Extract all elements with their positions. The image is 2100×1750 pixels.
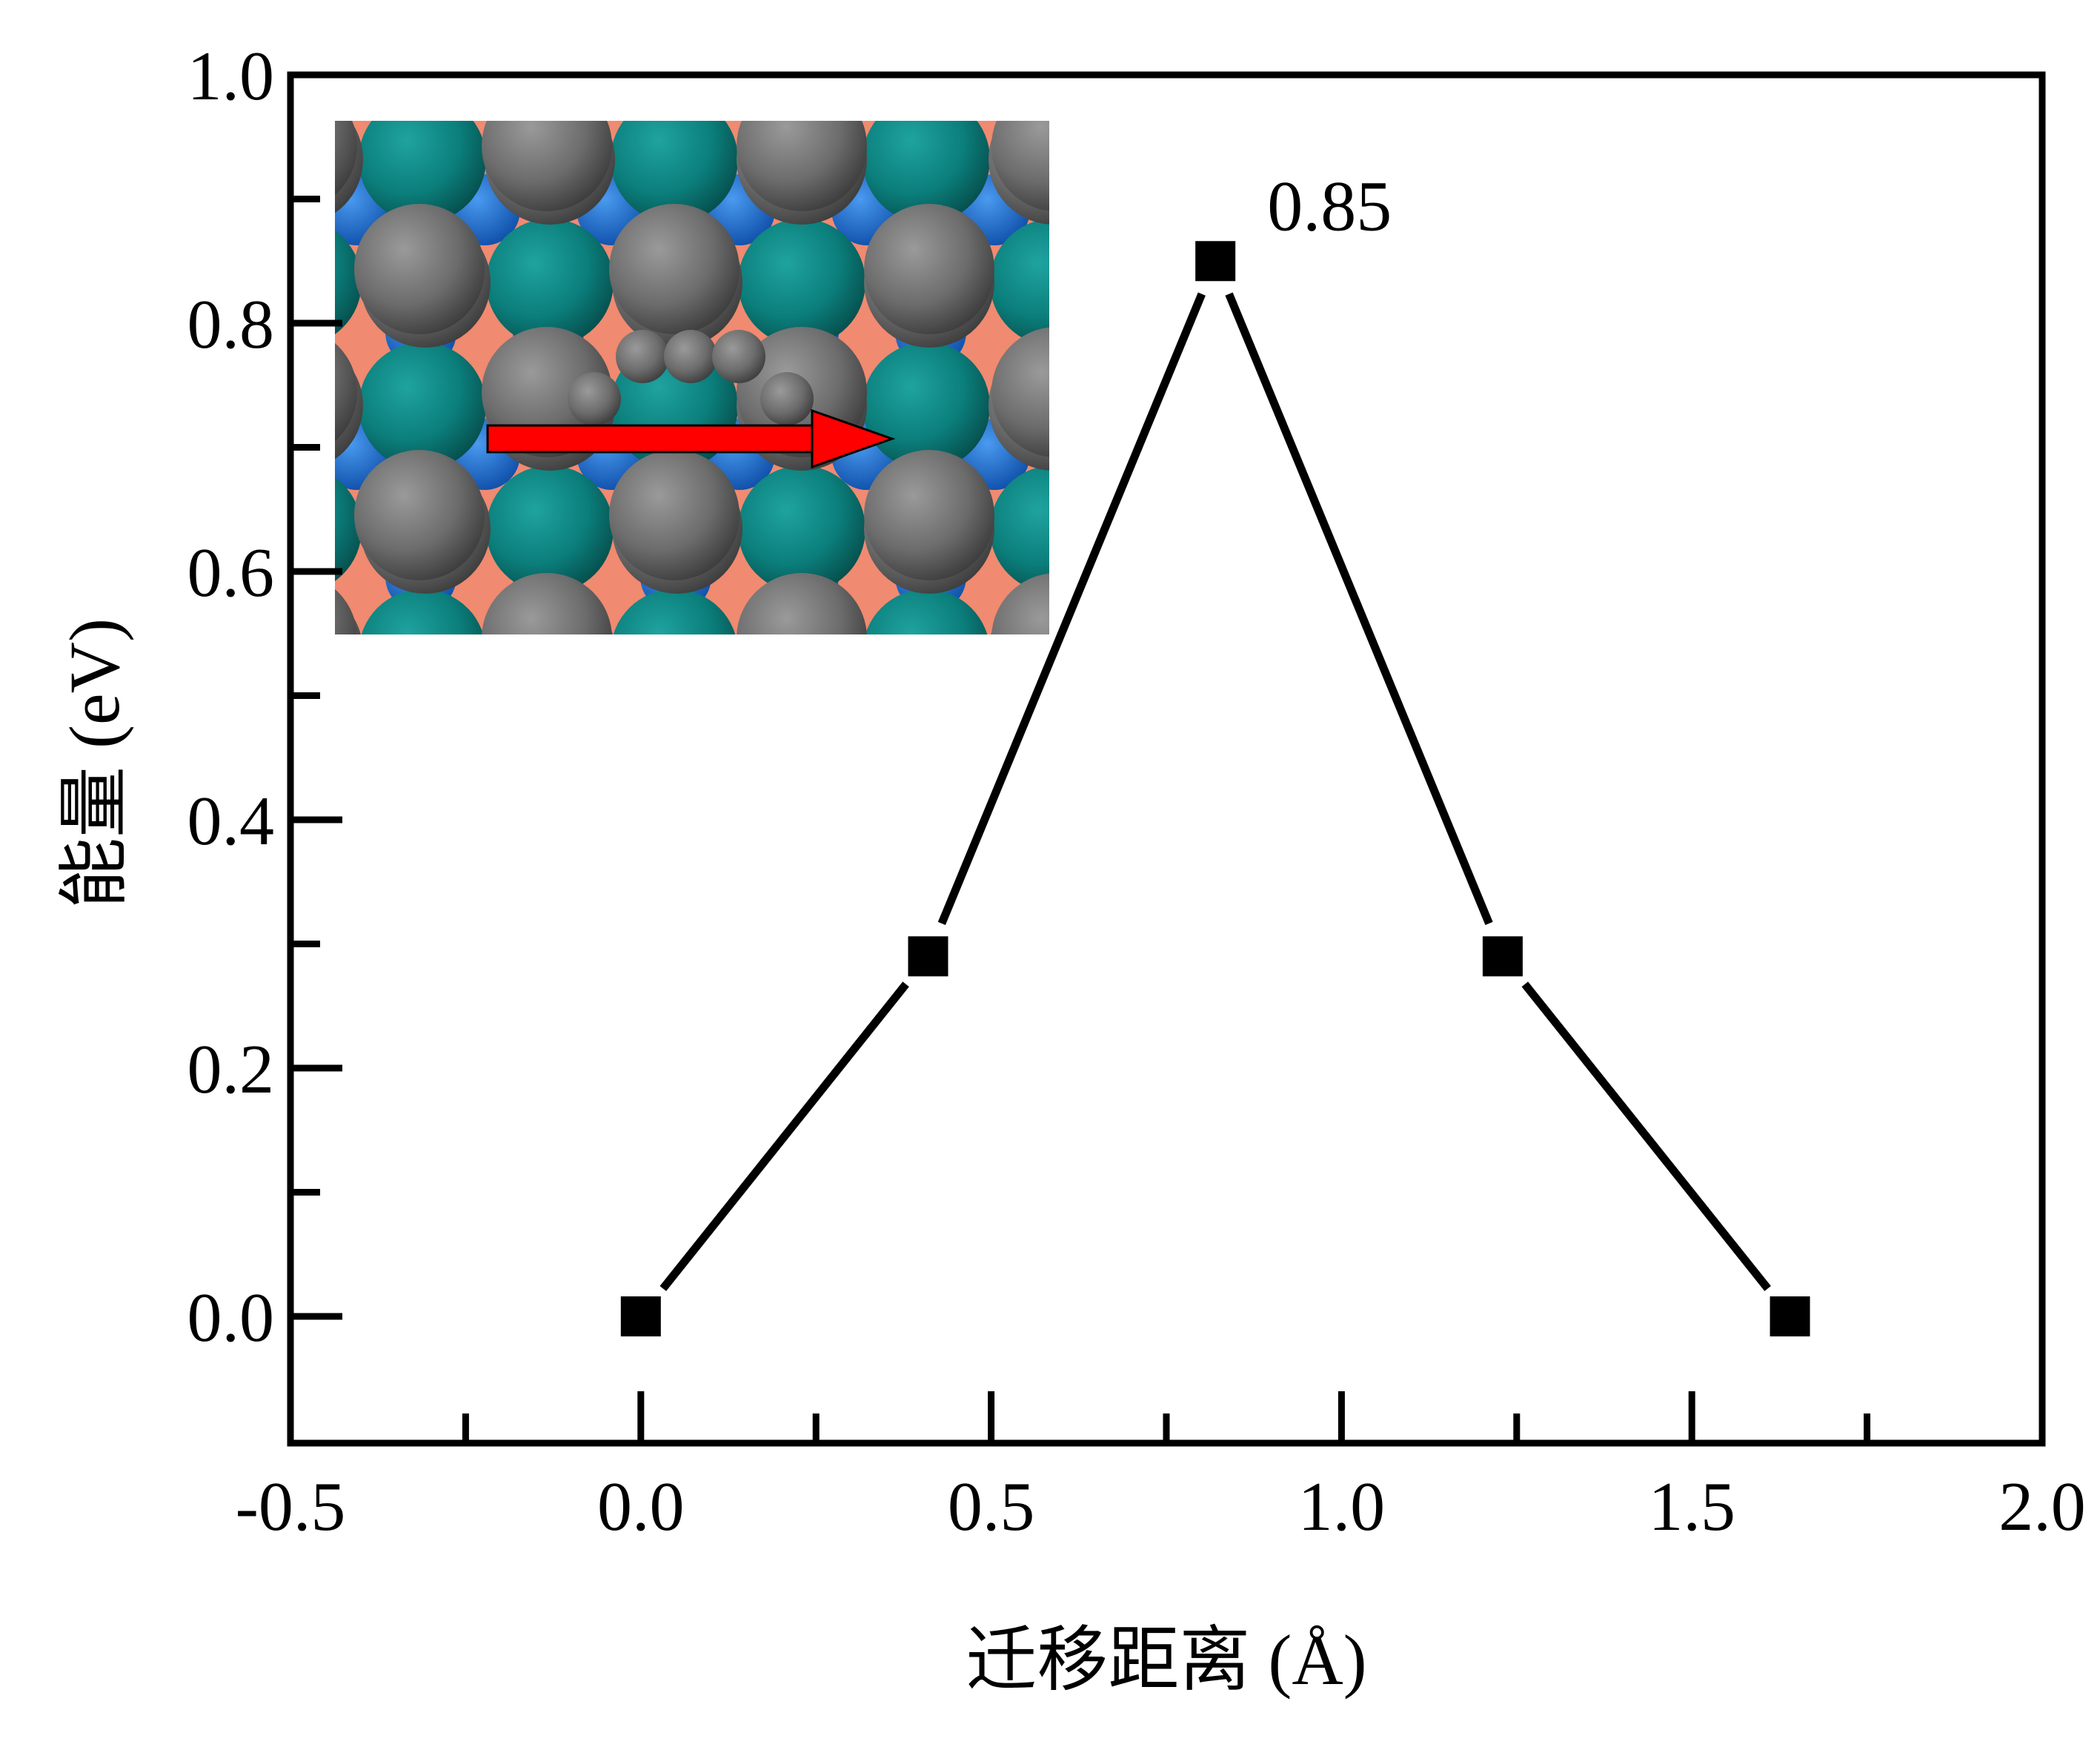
- teal-atom: [486, 465, 614, 593]
- molecule-atom: [760, 372, 814, 425]
- x-axis-ticks: -0.5 0.0 0.5 1.0 1.5 2.0: [236, 1391, 2086, 1545]
- teal-atom: [738, 465, 865, 593]
- gray-atom: [335, 589, 357, 634]
- atomic-structure-inset: [335, 121, 1049, 634]
- x-tick-label: 0.5: [948, 1468, 1035, 1545]
- teal-atom: [361, 589, 484, 634]
- data-point-marker: [620, 1296, 661, 1336]
- x-tick-label: -0.5: [236, 1468, 346, 1545]
- x-axis-title: 迁移距离 (Å): [966, 1620, 1366, 1700]
- gray-atom: [482, 573, 612, 634]
- gray-atom: [864, 204, 994, 334]
- y-tick-label: 0.6: [187, 534, 275, 611]
- series-line-segment: [937, 292, 1206, 925]
- gray-atom: [991, 121, 1049, 211]
- molecule-atom: [568, 372, 621, 425]
- migration-arrow: [486, 408, 896, 469]
- teal-atom: [613, 589, 736, 634]
- gray-atom: [991, 327, 1049, 457]
- teal-atom: [990, 219, 1049, 346]
- x-tick-label: 1.5: [1648, 1468, 1735, 1545]
- gray-atom: [737, 121, 867, 211]
- y-axis-title: 能量 (eV): [55, 618, 134, 909]
- teal-atom: [335, 477, 362, 581]
- gray-atom: [354, 450, 485, 580]
- molecule-atom: [712, 330, 765, 383]
- molecule-atom: [664, 330, 717, 383]
- teal-atom: [359, 121, 486, 223]
- molecule-atom: [616, 330, 669, 383]
- gray-atom: [354, 204, 485, 334]
- gray-atom: [609, 450, 740, 580]
- teal-atom: [865, 589, 988, 634]
- gray-atom: [737, 573, 867, 634]
- gray-atom: [335, 121, 357, 196]
- data-point-marker: [1195, 241, 1236, 282]
- teal-atom: [486, 219, 614, 346]
- teal-atom: [863, 342, 990, 470]
- arrow-head: [811, 408, 896, 469]
- y-tick-label: 0.2: [187, 1031, 275, 1108]
- gray-atom: [991, 573, 1049, 634]
- peak-annotation: 0.85: [1267, 166, 1392, 245]
- y-tick-label: 0.8: [187, 286, 275, 363]
- x-tick-label: 2.0: [1998, 1468, 2086, 1545]
- series-line-segment: [1521, 981, 1771, 1291]
- y-tick-label: 0.0: [187, 1279, 275, 1356]
- teal-atom: [990, 465, 1049, 593]
- data-point-marker: [908, 936, 948, 977]
- data-point-marker: [1770, 1296, 1810, 1336]
- y-tick-label: 0.4: [187, 783, 275, 860]
- teal-atom: [863, 121, 990, 223]
- series-line-segment: [1225, 292, 1493, 925]
- y-tick-label: 1.0: [187, 38, 275, 115]
- gray-atom: [335, 342, 357, 442]
- x-tick-label: 1.0: [1298, 1468, 1386, 1545]
- teal-atom: [738, 219, 865, 346]
- gray-atom: [864, 450, 994, 580]
- data-point-marker: [1482, 936, 1523, 977]
- teal-atom: [335, 231, 362, 334]
- teal-atom: [611, 121, 738, 223]
- series-line-group: [620, 241, 1810, 1336]
- x-tick-label: 0.0: [597, 1468, 685, 1545]
- arrow-shaft: [486, 424, 817, 454]
- series-line-segment: [659, 981, 909, 1291]
- teal-atom: [359, 342, 486, 470]
- gray-atom: [482, 121, 612, 211]
- gray-atom: [609, 204, 740, 334]
- y-axis-ticks: 0.0 0.2 0.4 0.6 0.8 1.0: [187, 38, 342, 1356]
